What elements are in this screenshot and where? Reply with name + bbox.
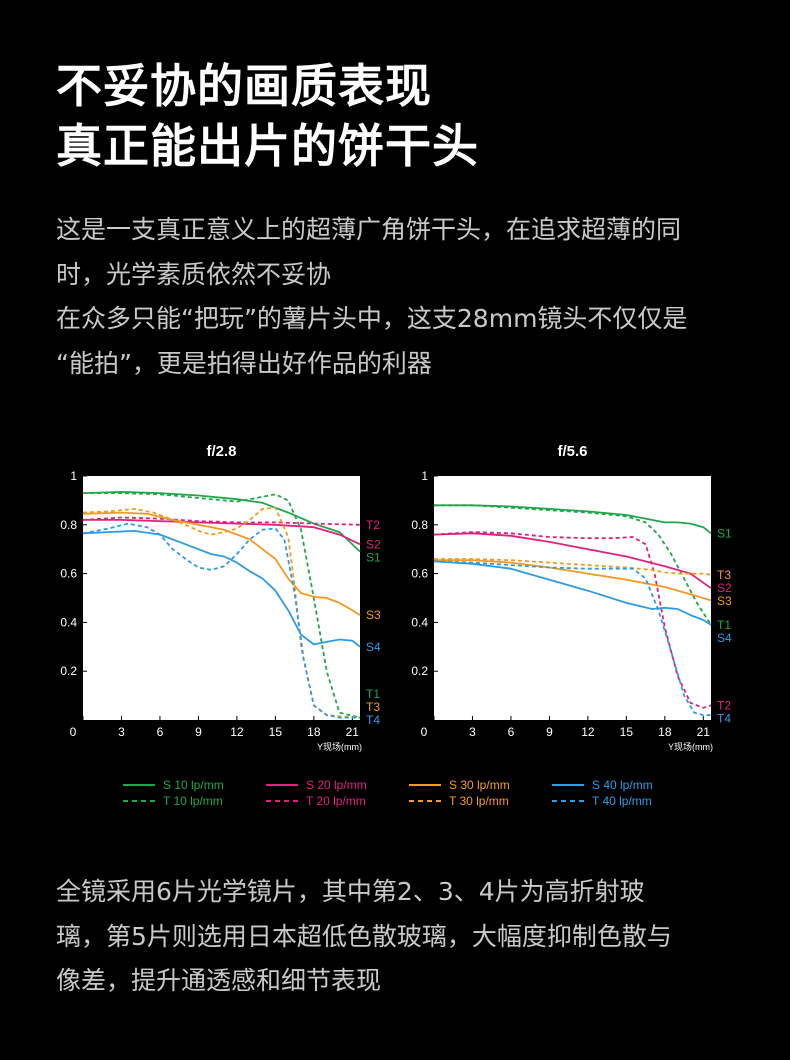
series-end-label-s1: S1	[366, 550, 381, 564]
legend: S 10 lp/mm S 20 lp/mm S 30 lp/mm S 40 lp/mm…	[123, 778, 653, 808]
series-end-label-t1: T1	[366, 687, 380, 701]
series-end-label-s1: S1	[717, 526, 732, 540]
series-line-s1	[82, 491, 361, 553]
y-tick-label: 0.4	[60, 615, 77, 629]
footer-line-1: 全镜采用6片光学镜片，其中第2、3、4片为高折射玻	[56, 877, 645, 906]
x-tick-label: 21	[346, 725, 360, 739]
legend-label: T 20 lp/mm	[306, 794, 366, 808]
x-tick-label: 12	[581, 725, 595, 739]
series-end-label-s2: S2	[717, 581, 732, 595]
series-end-label-t2: T2	[366, 518, 380, 532]
series-line-s2	[433, 532, 712, 589]
x-tick-label: 9	[195, 725, 202, 739]
x-tick-label: 21	[697, 725, 711, 739]
x-tick-label: 18	[658, 725, 672, 739]
series-line-t2	[82, 516, 361, 526]
y-tick-label: 1	[421, 469, 428, 483]
y-tick-label: 0.8	[411, 518, 428, 532]
series-line-t4	[82, 522, 360, 719]
headline-line-1: 不妥协的画质表现	[56, 59, 432, 113]
legend-label: S 20 lp/mm	[306, 778, 367, 792]
series-end-label-s4: S4	[717, 631, 732, 645]
series-end-label-t3: T3	[717, 568, 731, 582]
legend-label: S 10 lp/mm	[163, 778, 224, 792]
y-tick-label: 0.2	[411, 664, 428, 678]
x-axis-label: Y现场(mm)	[668, 742, 713, 752]
headline-line-2: 真正能出片的饼干头	[56, 119, 479, 173]
y-tick-label: 0.6	[60, 567, 77, 581]
series-line-s4	[433, 560, 712, 626]
series-end-label-t2: T2	[717, 698, 731, 712]
series-end-label-s3: S3	[717, 594, 732, 608]
series-end-label-t4: T4	[366, 713, 380, 727]
chart-title: f/2.8	[206, 443, 236, 460]
x-tick-label: 15	[620, 725, 634, 739]
series-line-s3	[82, 511, 361, 616]
series-line-s2	[83, 519, 361, 546]
x-tick-label: 18	[307, 725, 321, 739]
y-tick-label: 0.2	[60, 664, 77, 678]
series-line-s1	[434, 504, 712, 535]
footer-line-2: 璃，第5片则选用日本超低色散玻璃，大幅度抑制色散与	[56, 921, 672, 951]
series-end-label-t1: T1	[717, 618, 731, 632]
mtf-chart-1: f/2.8 0.2 0.4 0.6 0.8 1 0 3 6 9 12 15 18 21 Y现场(mm) T2 S…	[60, 443, 381, 752]
x-tick-label: 9	[546, 725, 553, 739]
x-tick-label: 3	[118, 725, 125, 739]
footer-line-3: 像差，提升通透感和细节表现	[56, 966, 382, 995]
x-tick-label: 0	[421, 725, 428, 739]
mtf-chart-2: f/5.6 0.2 0.4 0.6 0.8 1 0 3 6 9 12 15 18 21 Y现场(mm) S1 T…	[411, 443, 732, 752]
x-tick-label: 3	[469, 725, 476, 739]
x-tick-label: 0	[70, 725, 77, 739]
y-tick-label: 1	[70, 469, 77, 483]
series-end-label-s2: S2	[366, 537, 381, 551]
series-line-t2	[433, 531, 712, 709]
series-line-t3	[434, 558, 712, 576]
legend-label: T 10 lp/mm	[163, 794, 223, 808]
chart-title: f/5.6	[557, 443, 587, 460]
series-line-s3	[434, 559, 712, 602]
intro-paragraph: 这是一支真正意义上的超薄广角饼干头，在追求超薄的同 时，光学素质依然不妥协 在众…	[56, 208, 746, 386]
intro-line-3: 在众多只能“把玩”的薯片头中，这支28mm镜头不仅仅是	[56, 304, 688, 333]
series-end-label-t4: T4	[717, 711, 731, 725]
legend-label: S 40 lp/mm	[592, 778, 653, 792]
legend-label: T 40 lp/mm	[592, 794, 652, 808]
legend-label: S 30 lp/mm	[449, 778, 510, 792]
y-tick-label: 0.4	[411, 615, 428, 629]
plot-area	[434, 476, 711, 720]
series-end-label-s3: S3	[366, 608, 381, 622]
intro-line-4: “能拍”，更是拍得出好作品的利器	[56, 348, 432, 378]
footer-paragraph: 全镜采用6片光学镜片，其中第2、3、4片为高折射玻 璃，第5片则选用日本超低色散…	[56, 870, 746, 1004]
x-tick-label: 15	[269, 725, 283, 739]
series-end-label-s4: S4	[366, 640, 381, 654]
intro-line-1: 这是一支真正意义上的超薄广角饼干头，在追求超薄的同	[56, 215, 682, 244]
series-line-t1	[434, 504, 712, 626]
series-line-s4	[82, 530, 361, 648]
x-tick-label: 6	[157, 725, 164, 739]
x-tick-label: 6	[508, 725, 515, 739]
x-axis-label: Y现场(mm)	[317, 742, 362, 752]
intro-line-2: 时，光学素质依然不妥协	[56, 259, 332, 289]
x-tick-label: 12	[230, 725, 244, 739]
series-end-label-t3: T3	[366, 700, 380, 714]
y-tick-label: 0.8	[60, 518, 77, 532]
legend-label: T 30 lp/mm	[449, 794, 509, 808]
y-tick-label: 0.6	[411, 567, 428, 581]
mtf-charts: f/2.8 0.2 0.4 0.6 0.8 1 0 3 6 9 12 15 18 21 Y现场(mm) T2 S…	[60, 443, 732, 808]
headline: 不妥协的画质表现 真正能出片的饼干头	[56, 56, 479, 176]
